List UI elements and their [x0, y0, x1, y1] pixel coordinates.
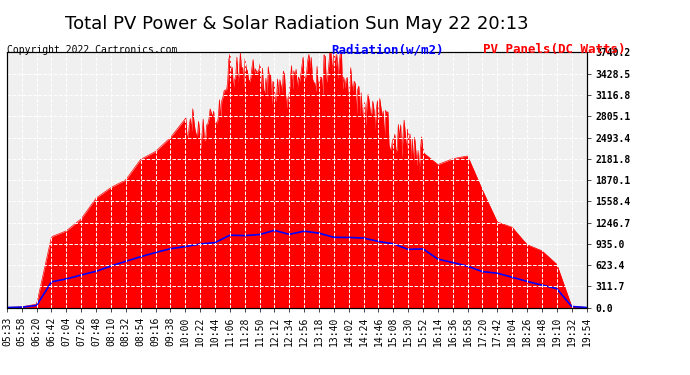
Text: Radiation(w/m2): Radiation(w/m2)	[331, 43, 444, 56]
Text: Total PV Power & Solar Radiation Sun May 22 20:13: Total PV Power & Solar Radiation Sun May…	[65, 15, 529, 33]
Text: PV Panels(DC Watts): PV Panels(DC Watts)	[483, 43, 626, 56]
Text: Copyright 2022 Cartronics.com: Copyright 2022 Cartronics.com	[7, 45, 177, 55]
